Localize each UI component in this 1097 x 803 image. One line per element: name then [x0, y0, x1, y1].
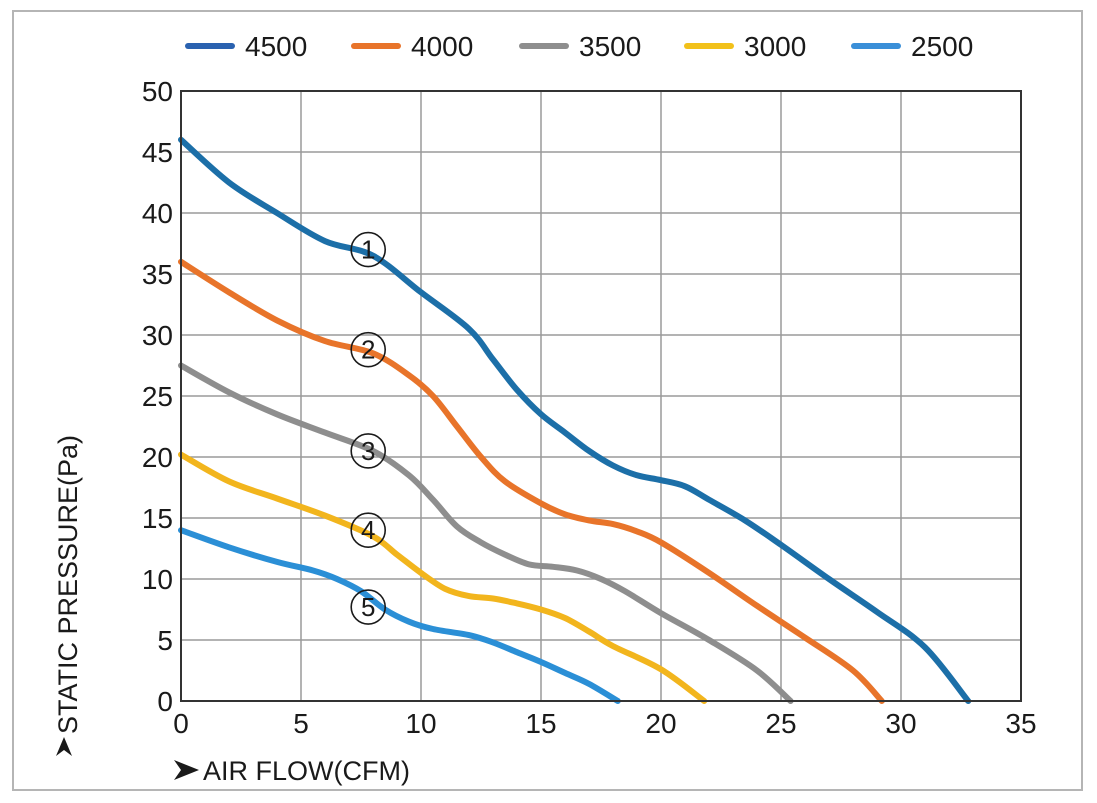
y-tick-label: 30: [142, 320, 173, 351]
legend-item-4000: 4000: [351, 31, 473, 62]
marker-number: 1: [361, 235, 375, 265]
legend-label: 3000: [744, 31, 806, 62]
y-tick-label: 15: [142, 503, 173, 534]
series-line-2500: [178, 527, 621, 704]
series-line-3500: [178, 362, 794, 704]
curve-marker-2: 2: [350, 331, 387, 368]
y-tick-label: 0: [157, 686, 173, 717]
grid: [180, 90, 1022, 702]
legend-item-2500: 2500: [851, 31, 973, 62]
series-line-4000: [178, 258, 885, 704]
x-axis-title: AIR FLOW(CFM): [203, 756, 410, 786]
curve-markers: 1 2 3 4 5: [350, 231, 387, 625]
series-line-4500: [178, 136, 972, 704]
y-axis-title: STATIC PRESSURE(Pa): [53, 435, 83, 734]
x-axis-title-group: AIR FLOW(CFM): [174, 756, 410, 786]
marker-circle: [350, 589, 387, 625]
series-line-3000: [178, 451, 708, 704]
legend-label: 2500: [911, 31, 973, 62]
x-tick-label: 15: [525, 708, 556, 739]
marker-number: 5: [361, 592, 375, 622]
curve-marker-4: 4: [350, 512, 387, 549]
marker-circle: [350, 231, 387, 268]
y-axis-title-group: STATIC PRESSURE(Pa): [53, 435, 83, 756]
curve-marker-1: 1: [350, 231, 387, 268]
marker-number: 4: [361, 515, 375, 545]
legend-label: 4500: [245, 31, 307, 62]
marker-circle: [350, 512, 387, 549]
y-tick-label: 10: [142, 564, 173, 595]
y-axis-arrow-icon: [56, 737, 72, 756]
x-tick-label: 10: [405, 708, 436, 739]
marker-number: 3: [361, 436, 375, 466]
x-tick-label: 35: [1005, 708, 1036, 739]
marker-circle: [350, 331, 387, 368]
legend-item-4500: 4500: [185, 31, 307, 62]
y-tick-label: 40: [142, 198, 173, 229]
y-tick-label: 5: [157, 625, 173, 656]
curve-marker-3: 3: [350, 433, 387, 469]
x-tick-label: 25: [765, 708, 796, 739]
x-tick-label: 0: [173, 708, 189, 739]
curve-marker-5: 5: [350, 589, 387, 625]
y-tick-label: 20: [142, 442, 173, 473]
legend: 4500 4000 3500 3000 2500: [185, 31, 973, 62]
x-tick-label: 30: [885, 708, 916, 739]
y-tick-label: 45: [142, 137, 173, 168]
x-tick-label: 5: [293, 708, 309, 739]
marker-number: 2: [361, 335, 375, 365]
legend-label: 3500: [579, 31, 641, 62]
legend-item-3500: 3500: [519, 31, 641, 62]
x-tick-label: 20: [645, 708, 676, 739]
marker-circle: [350, 433, 387, 469]
curves: [178, 136, 972, 704]
plot-border: [180, 90, 1022, 702]
y-tick-label: 35: [142, 259, 173, 290]
y-tick-label: 25: [142, 381, 173, 412]
y-tick-label: 50: [142, 76, 173, 107]
legend-item-3000: 3000: [684, 31, 806, 62]
x-axis-arrow-icon: [174, 760, 199, 780]
legend-label: 4000: [411, 31, 473, 62]
